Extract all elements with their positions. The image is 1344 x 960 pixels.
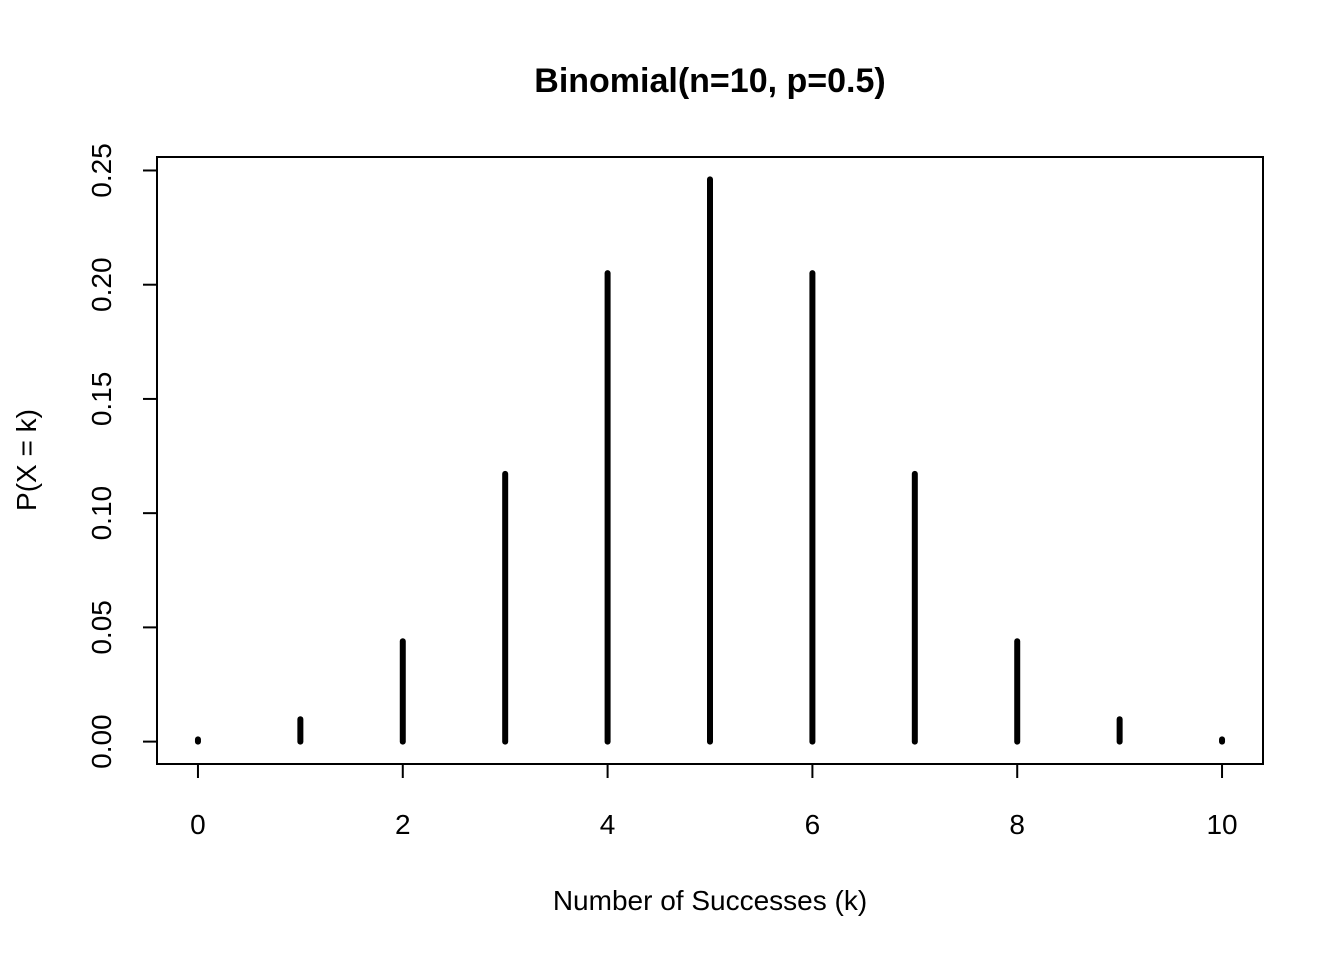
y-tick-label: 0.05 xyxy=(86,600,117,655)
y-tick-label: 0.25 xyxy=(86,143,117,198)
y-tick-label: 0.20 xyxy=(86,257,117,312)
y-tick-label: 0.15 xyxy=(86,372,117,427)
y-axis-label: P(X = k) xyxy=(11,409,42,511)
x-tick-label: 4 xyxy=(600,809,616,840)
x-tick-label: 2 xyxy=(395,809,411,840)
chart-title: Binomial(n=10, p=0.5) xyxy=(534,62,885,100)
y-tick-label: 0.10 xyxy=(86,486,117,541)
bars xyxy=(194,176,1226,745)
x-tick-label: 8 xyxy=(1009,809,1025,840)
x-axis: 0 2 4 6 8 10 xyxy=(190,763,1238,840)
y-tick-label: 0.00 xyxy=(86,714,117,769)
x-tick-label: 6 xyxy=(805,809,821,840)
x-axis-label: Number of Successes (k) xyxy=(553,885,867,916)
x-tick-label: 0 xyxy=(190,809,206,840)
x-tick-label: 10 xyxy=(1206,809,1237,840)
y-axis: 0.00 0.05 0.10 0.15 0.20 0.25 xyxy=(86,143,158,769)
